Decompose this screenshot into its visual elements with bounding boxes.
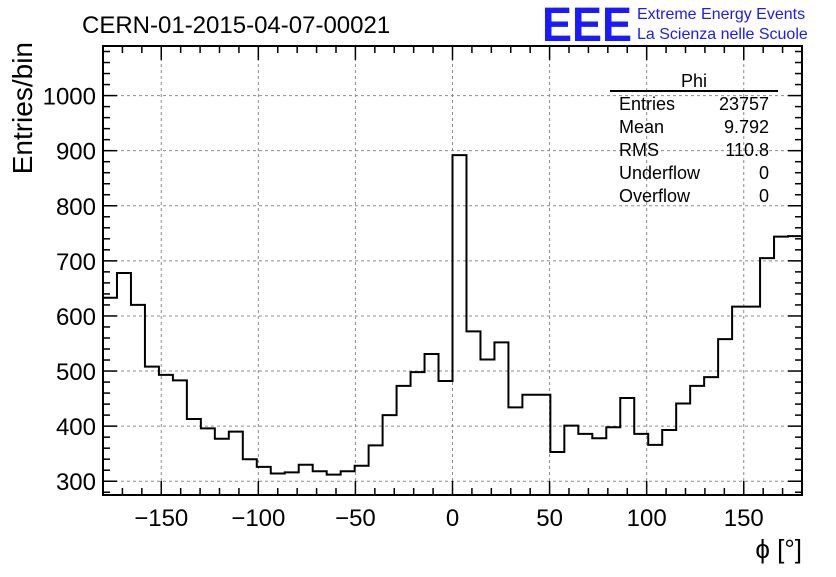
org-name-line2: La Scienza nelle Scuole — [637, 26, 808, 43]
y-tick-label: 1000 — [43, 84, 96, 111]
stats-title: Phi — [681, 71, 707, 91]
eee-logo: EEE — [542, 0, 632, 52]
x-tick-label: 100 — [627, 505, 667, 532]
y-tick-label: 400 — [56, 414, 96, 441]
stats-label: Overflow — [619, 186, 691, 206]
x-tick-labels: −150 −100 −50 0 50 100 150 — [134, 505, 764, 532]
stats-label: Mean — [619, 117, 664, 137]
stats-label: RMS — [619, 140, 659, 160]
y-tick-label: 700 — [56, 249, 96, 276]
org-name-line1: Extreme Energy Events — [637, 6, 805, 23]
stats-value: 0 — [759, 186, 769, 206]
x-tick-label: 0 — [446, 505, 459, 532]
run-title: CERN-01-2015-04-07-00021 — [82, 12, 390, 39]
y-tick-label: 500 — [56, 359, 96, 386]
stats-label: Entries — [619, 94, 675, 114]
x-tick-label: −100 — [231, 505, 285, 532]
stats-value: 0 — [759, 163, 769, 183]
x-axis-label: ϕ [°] — [755, 534, 802, 564]
y-tick-label: 800 — [56, 194, 96, 221]
axis-ticks — [102, 46, 803, 495]
stats-value: 23757 — [719, 94, 769, 114]
x-tick-label: −50 — [335, 505, 376, 532]
x-tick-label: −150 — [134, 505, 188, 532]
stats-label: Underflow — [619, 163, 701, 183]
x-tick-label: 50 — [536, 505, 563, 532]
x-tick-label: 150 — [724, 505, 764, 532]
y-tick-label: 900 — [56, 139, 96, 166]
stats-value: 110.8 — [725, 140, 769, 160]
plot-frame — [102, 45, 803, 496]
y-tick-label: 600 — [56, 304, 96, 331]
y-tick-labels: 300 400 500 600 700 800 900 1000 — [43, 84, 96, 497]
y-tick-label: 300 — [56, 469, 96, 496]
stats-value: 9.792 — [724, 117, 769, 137]
y-axis-label: Entries/bin — [7, 42, 38, 174]
stats-box: Phi Entries 23757 Mean 9.792 RMS 110.8 Underfl… — [610, 71, 778, 206]
histogram-line — [103, 154, 802, 476]
